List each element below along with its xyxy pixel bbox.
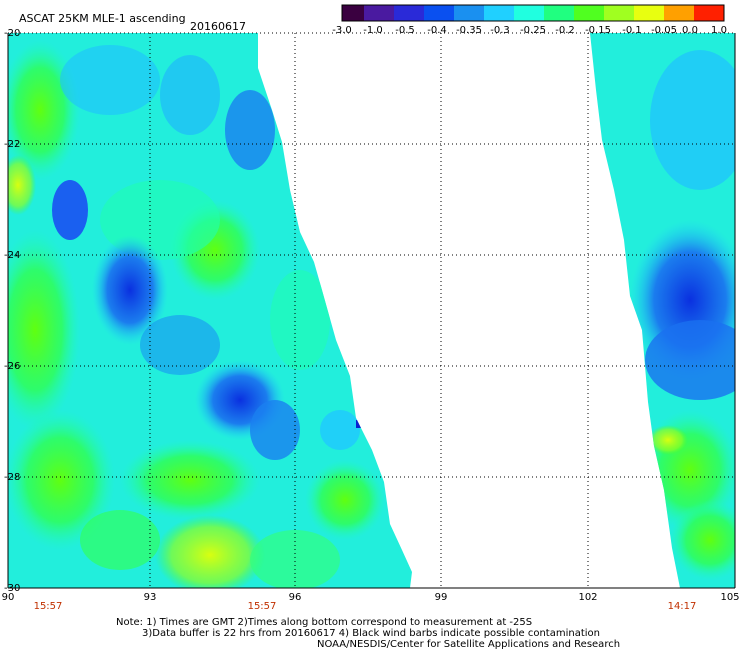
colorbar-swatch — [364, 5, 394, 21]
colorbar-swatch — [484, 5, 514, 21]
colorbar-label: 0.0 — [682, 25, 698, 36]
latitude-labels: -20 -22 -24 -26 -28 -30 — [4, 28, 20, 594]
colorbar-swatch — [342, 5, 364, 21]
colorbar-label: -3.0 — [332, 25, 352, 36]
colorbar-label: -0.25 — [520, 25, 546, 36]
colorbar-label: -0.35 — [456, 25, 482, 36]
left-swath — [8, 33, 412, 588]
lat-label: -22 — [4, 139, 20, 150]
note-line-3: NOAA/NESDIS/Center for Satellite Applica… — [317, 639, 621, 650]
lat-label: -26 — [4, 361, 20, 372]
colorbar-swatch — [544, 5, 574, 21]
colorbar-swatch — [424, 5, 454, 21]
colorbar-swatch — [664, 5, 694, 21]
lon-label: 96 — [289, 592, 302, 603]
colorbar-label: -0.5 — [395, 25, 415, 36]
colorbar-swatch — [694, 5, 724, 21]
note-line-1: Note: 1) Times are GMT 2)Times along bot… — [116, 617, 533, 628]
colorbar-swatch — [604, 5, 634, 21]
colorbar-swatch — [394, 5, 424, 21]
lat-label: -20 — [4, 28, 20, 39]
right-swath — [590, 33, 735, 588]
colorbar-frame — [341, 4, 725, 22]
colorbar-label: -0.2 — [555, 25, 575, 36]
lon-label: 102 — [578, 592, 597, 603]
time-labels: 15:57 15:57 14:17 — [34, 601, 697, 612]
time-label: 15:57 — [34, 601, 63, 612]
colorbar-label: 1.0 — [711, 25, 727, 36]
colorbar-swatch — [574, 5, 604, 21]
time-label: 15:57 — [248, 601, 277, 612]
lat-label: -28 — [4, 472, 20, 483]
colorbar-label: -0.05 — [651, 25, 677, 36]
colorbar: -3.0 -1.0 -0.5 -0.4 -0.35 -0.3 -0.25 -0.… — [332, 4, 727, 36]
colorbar-label: -0.4 — [427, 25, 447, 36]
note-line-2: 3)Data buffer is 22 hrs from 20160617 4)… — [142, 628, 600, 639]
time-label: 14:17 — [668, 601, 697, 612]
colorbar-swatch — [514, 5, 544, 21]
lat-label: -24 — [4, 250, 20, 261]
lon-label: 93 — [144, 592, 157, 603]
lon-label: 90 — [2, 592, 15, 603]
colorbar-label: -1.0 — [363, 25, 383, 36]
product-title: ASCAT 25KM MLE-1 ascending — [19, 12, 186, 25]
colorbar-swatch — [454, 5, 484, 21]
lon-label: 105 — [720, 592, 739, 603]
longitude-labels: 90 93 96 99 102 105 — [2, 592, 740, 603]
colorbar-label: -0.15 — [585, 25, 611, 36]
lat-lon-grid — [8, 32, 735, 588]
colorbar-label: -0.1 — [622, 25, 642, 36]
lon-label: 99 — [435, 592, 448, 603]
lat-label: -30 — [4, 583, 20, 594]
colorbar-label: -0.3 — [490, 25, 510, 36]
colorbar-swatch — [634, 5, 664, 21]
date-label: 20160617 — [190, 20, 246, 33]
